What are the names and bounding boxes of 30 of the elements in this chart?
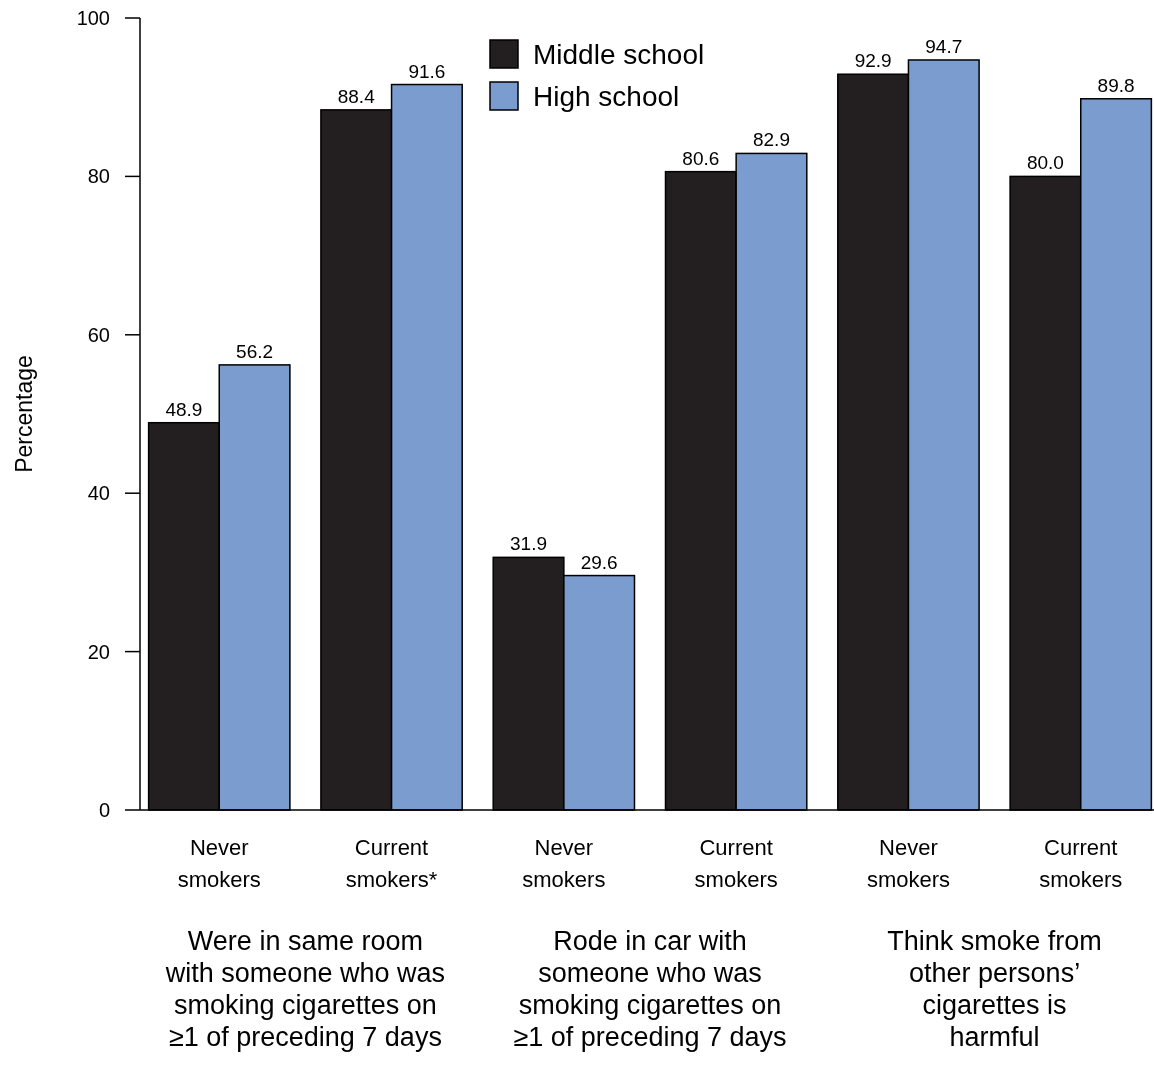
text: 91.6	[408, 60, 446, 82]
x-tick-label: Never smokers	[177, 835, 261, 892]
text: 56.2	[236, 340, 274, 362]
y-axis-title: Percentage	[11, 355, 37, 473]
y-tick-label: 100	[76, 7, 110, 29]
text: 29.6	[580, 551, 618, 573]
text: Think smoke from other persons’ cigarettes is harmful	[887, 926, 1102, 1052]
legend-label: High school	[533, 80, 680, 112]
text: 92.9	[854, 50, 892, 72]
text: 48.9	[165, 398, 203, 420]
y-tick-label: 0	[98, 799, 110, 821]
x-tick-label: Never smokers	[866, 835, 951, 892]
text: 80.0	[1026, 152, 1064, 174]
y-tick-label: 60	[87, 323, 110, 346]
text: 82.9	[752, 129, 790, 151]
y-tick-label: 20	[87, 640, 110, 663]
text: 94.7	[925, 35, 963, 57]
text: 31.9	[510, 533, 548, 555]
text: Were in same room with someone who was smoking cigarettes on ≥1 of preceding 7 days	[164, 926, 445, 1052]
x-tick-label: Never smokers	[522, 835, 606, 892]
x-tick-label: Current smokers*	[345, 835, 438, 892]
legend-label: Middle school	[533, 38, 705, 70]
x-tick-label: Current smokers	[694, 835, 778, 892]
text: 89.8	[1097, 74, 1135, 96]
text: 80.6	[682, 147, 720, 169]
text: 88.4	[337, 85, 375, 107]
text: Rode in car with someone who was smoking cigarettes on ≥1 of preceding 7 days	[513, 926, 787, 1052]
x-tick-label: Current smokers	[1039, 835, 1123, 892]
y-tick-label: 40	[87, 482, 110, 505]
y-tick-label: 80	[87, 165, 110, 188]
